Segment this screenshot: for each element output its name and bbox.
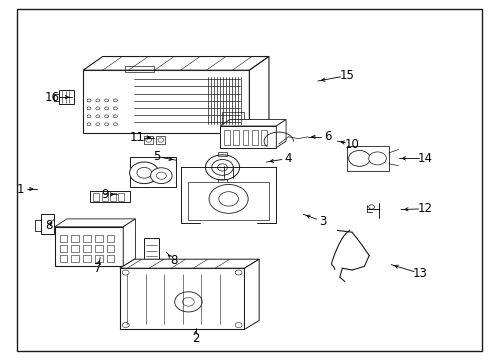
- Text: 8: 8: [45, 219, 53, 231]
- Circle shape: [235, 270, 242, 275]
- Text: 7: 7: [94, 262, 102, 275]
- Text: 14: 14: [417, 152, 432, 165]
- Bar: [188, 182, 268, 220]
- Circle shape: [122, 270, 129, 275]
- Bar: [233, 130, 239, 145]
- Polygon shape: [276, 120, 285, 148]
- Bar: [41, 214, 54, 234]
- Bar: [144, 136, 153, 144]
- Bar: [217, 179, 227, 183]
- Circle shape: [211, 159, 233, 175]
- Bar: [120, 268, 244, 329]
- Polygon shape: [55, 219, 135, 227]
- Bar: [71, 255, 79, 262]
- Circle shape: [182, 297, 194, 306]
- Bar: [220, 126, 276, 148]
- Bar: [60, 235, 67, 242]
- Text: 4: 4: [284, 152, 292, 165]
- Bar: [95, 235, 102, 242]
- Text: 10: 10: [344, 138, 359, 150]
- Bar: [95, 245, 102, 252]
- Bar: [55, 227, 123, 266]
- Bar: [71, 235, 79, 242]
- Bar: [71, 245, 79, 252]
- Text: 6: 6: [323, 130, 331, 143]
- Bar: [60, 245, 67, 252]
- Text: 5: 5: [152, 150, 160, 163]
- Bar: [106, 235, 114, 242]
- Bar: [83, 235, 91, 242]
- Circle shape: [205, 155, 239, 180]
- Bar: [144, 238, 159, 259]
- Polygon shape: [123, 219, 135, 266]
- Bar: [93, 193, 99, 201]
- Bar: [156, 136, 165, 144]
- Circle shape: [209, 185, 248, 213]
- Bar: [106, 245, 114, 252]
- Circle shape: [219, 192, 238, 206]
- Bar: [83, 70, 249, 133]
- Circle shape: [137, 167, 151, 178]
- Bar: [83, 255, 91, 262]
- Circle shape: [235, 323, 242, 328]
- Polygon shape: [244, 259, 259, 329]
- Polygon shape: [220, 120, 285, 126]
- Circle shape: [129, 162, 159, 184]
- Bar: [95, 255, 102, 262]
- Bar: [242, 130, 248, 145]
- Text: 11: 11: [129, 131, 144, 144]
- Bar: [346, 146, 388, 171]
- Circle shape: [348, 150, 369, 166]
- Text: 9: 9: [101, 188, 109, 201]
- Bar: [110, 193, 116, 201]
- Text: 3: 3: [318, 215, 326, 228]
- Text: 15: 15: [339, 69, 354, 82]
- Bar: [251, 130, 257, 145]
- Bar: [217, 152, 227, 156]
- Text: 2: 2: [191, 332, 199, 345]
- Bar: [60, 255, 67, 262]
- Bar: [224, 130, 229, 145]
- Polygon shape: [83, 57, 268, 70]
- Bar: [261, 130, 266, 145]
- Circle shape: [368, 152, 386, 165]
- Bar: [129, 157, 176, 187]
- Polygon shape: [249, 57, 268, 133]
- Text: 16: 16: [45, 91, 60, 104]
- Bar: [59, 90, 74, 104]
- Circle shape: [122, 323, 129, 328]
- Circle shape: [150, 168, 172, 184]
- Bar: [106, 255, 114, 262]
- Bar: [83, 245, 91, 252]
- Polygon shape: [120, 259, 259, 268]
- Bar: [102, 193, 107, 201]
- Bar: [222, 112, 244, 126]
- Text: 1: 1: [17, 183, 24, 195]
- Circle shape: [174, 292, 202, 312]
- Bar: [90, 191, 129, 202]
- Circle shape: [368, 205, 374, 209]
- Circle shape: [156, 172, 166, 179]
- Text: 12: 12: [417, 202, 432, 215]
- Bar: [124, 66, 154, 72]
- Bar: [118, 193, 124, 201]
- Text: 13: 13: [412, 267, 427, 280]
- Text: 8: 8: [169, 255, 177, 267]
- Circle shape: [217, 164, 227, 171]
